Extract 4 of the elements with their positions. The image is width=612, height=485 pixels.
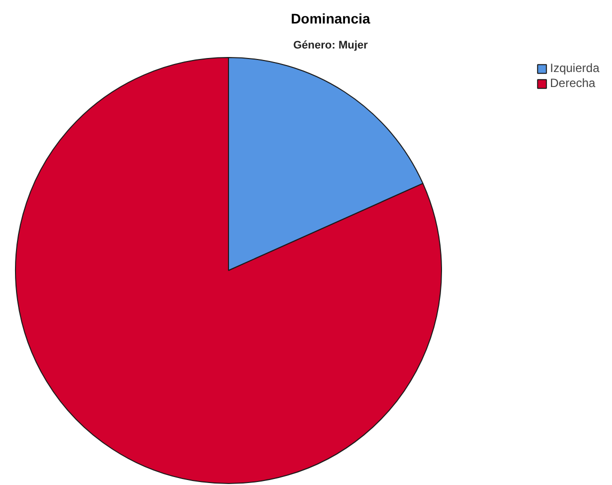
legend-label: Izquierda: [550, 61, 600, 75]
legend-label: Derecha: [550, 76, 596, 90]
chart-subtitle: Género: Mujer: [293, 40, 369, 52]
chart-title: Dominancia: [290, 10, 370, 26]
